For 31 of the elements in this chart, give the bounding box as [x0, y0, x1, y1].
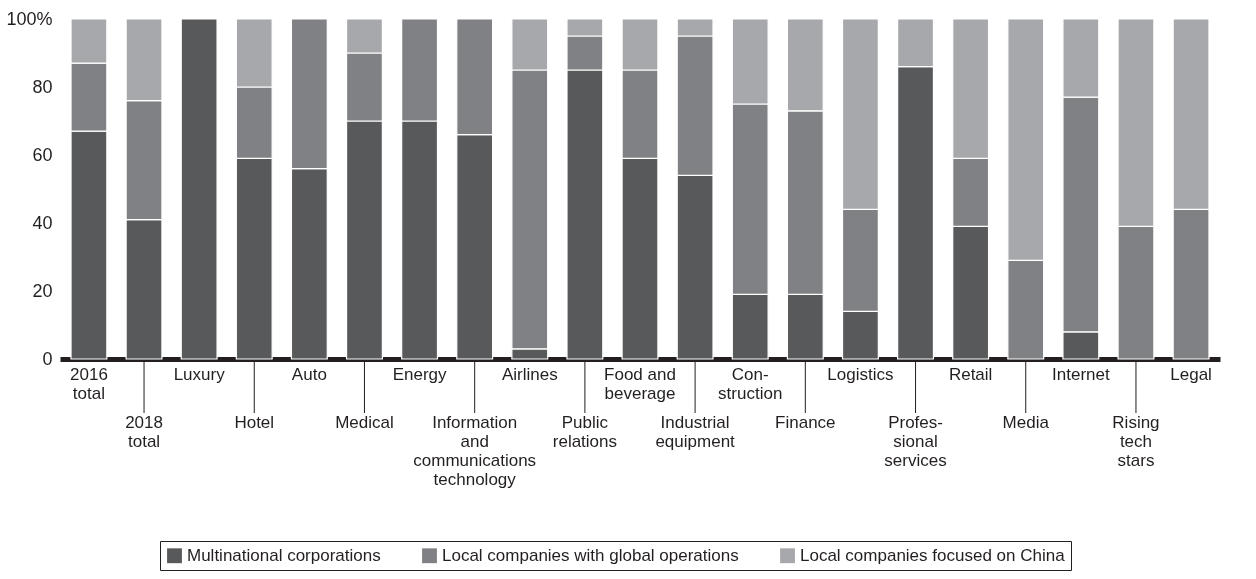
x-tick-label: Information and communications technology	[413, 413, 537, 489]
x-tick-label: Internet	[1052, 365, 1110, 384]
x-tick-label: Profes- sional services	[884, 413, 947, 470]
y-tick-label: 40	[32, 212, 53, 233]
x-tick-label: Medical	[335, 413, 394, 432]
legend-label: Local companies with global operations	[442, 545, 739, 565]
x-tick-label: 2018 total	[125, 413, 163, 451]
x-tick-label: Con- struction	[718, 365, 783, 403]
y-tick-label: 60	[32, 144, 53, 165]
legend-label: Multinational corporations	[187, 545, 381, 565]
bar	[180, 18, 218, 360]
x-tick-label: Hotel	[234, 413, 275, 432]
x-tick-label: Energy	[392, 365, 447, 384]
y-tick-label: 0	[42, 348, 53, 369]
x-tick-label: Industrial equipment	[655, 413, 736, 451]
x-tick-label: Retail	[948, 365, 993, 384]
y-tick-label: 80	[32, 76, 53, 97]
x-tick-label: Finance	[775, 413, 836, 432]
x-tick-label: Rising tech stars	[1112, 413, 1160, 470]
x-tick-label: Media	[1002, 413, 1050, 432]
x-tick-label: Logistics	[827, 365, 894, 384]
x-tick-label: 2016 total	[70, 365, 108, 403]
x-tick-label: Luxury	[173, 365, 226, 384]
legend-label: Local companies focused on China	[800, 545, 1066, 565]
x-tick-label: Auto	[291, 365, 327, 384]
x-tick-label: Food and beverage	[604, 365, 676, 403]
x-tick-label: Legal	[1170, 365, 1212, 384]
y-tick-label: 20	[32, 280, 53, 301]
x-tick-label: Airlines	[501, 365, 558, 384]
y-tick-label: 100%	[6, 8, 53, 29]
x-tick-label: Public relations	[552, 413, 618, 451]
